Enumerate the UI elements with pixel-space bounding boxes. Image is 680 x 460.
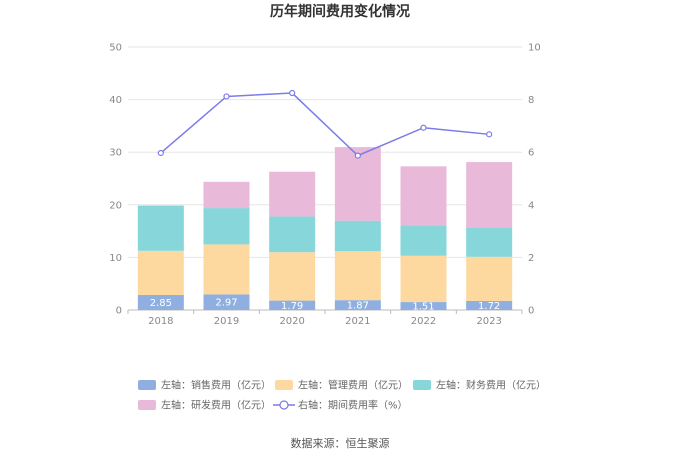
bar-segment-2 [466, 227, 513, 257]
legend-swatch [413, 380, 431, 390]
bar-segment-0 [269, 300, 316, 310]
right-tick-label: 8 [528, 95, 534, 106]
bar-segment-0 [466, 300, 513, 310]
legend-swatch [275, 380, 293, 390]
legend-label: 左轴：管理费用（亿元） [298, 379, 408, 392]
bar-segment-3 [269, 171, 316, 217]
line-series [157, 89, 493, 159]
bar-segment-3 [203, 181, 250, 209]
bar-segment-0 [203, 294, 250, 310]
right-tick-label: 6 [528, 148, 534, 159]
x-tick-label: 2020 [279, 316, 304, 327]
chart-title: 历年期间费用变化情况 [270, 3, 410, 20]
bar-segment-1 [334, 251, 381, 301]
left-tick-label: 10 [109, 253, 122, 264]
rate-point [420, 124, 427, 131]
legend-label: 右轴：期间费用率（%） [298, 399, 408, 412]
legend-label: 左轴：销售费用（亿元） [161, 379, 271, 392]
bar-segment-1 [400, 255, 447, 303]
bar-segment-3 [466, 162, 513, 228]
bar-data-label: 2.97 [215, 298, 237, 309]
legend-item[interactable]: 左轴：研发费用（亿元） [138, 399, 271, 412]
legend-item[interactable]: 左轴：销售费用（亿元） [138, 379, 271, 392]
rate-point [157, 149, 164, 157]
left-tick-label: 0 [116, 306, 122, 317]
legend-label: 左轴：财务费用（亿元） [436, 379, 546, 392]
legend: 左轴：销售费用（亿元） 左轴：管理费用（亿元） 左轴：财务费用（亿元） 左轴：研发费用… [138, 379, 546, 412]
legend-swatch [138, 400, 156, 410]
bar-data-label: 1.79 [281, 301, 303, 312]
rate-point [354, 152, 361, 159]
bar-segment-0 [400, 302, 447, 310]
rate-line [160, 92, 490, 157]
axes: 0 10 20 30 40 50 0 2 4 6 8 10 2018 2019 2020 2021 2022 20… [109, 43, 540, 328]
bar-data-label: 1.51 [412, 302, 434, 313]
bar-data-label: 2.85 [150, 298, 172, 309]
rate-point [289, 89, 296, 97]
source-note: 数据来源：恒生聚源 [291, 436, 390, 450]
bar-segment-2 [400, 225, 447, 256]
right-tick-label: 10 [528, 43, 541, 54]
legend-label: 左轴：研发费用（亿元） [161, 399, 271, 412]
x-tick-label: 2022 [411, 316, 436, 327]
left-tick-label: 30 [109, 148, 122, 159]
legend-item[interactable]: 左轴：管理费用（亿元） [275, 379, 408, 392]
legend-marker [279, 400, 289, 410]
bar-segment-3 [400, 166, 447, 226]
right-tick-label: 4 [528, 200, 534, 211]
bar-segment-1 [137, 250, 184, 296]
x-tick-label: 2023 [476, 316, 501, 327]
bar-segment-0 [137, 295, 184, 310]
rate-point [223, 93, 230, 100]
legend-item[interactable]: 左轴：财务费用（亿元） [413, 379, 546, 392]
bar-segment-1 [269, 252, 316, 301]
bar-segment-1 [466, 256, 513, 301]
rate-point [486, 131, 493, 138]
bar-segment-1 [203, 244, 250, 295]
left-tick-label: 20 [109, 200, 122, 211]
bar-segment-0 [334, 300, 381, 310]
bar-data-label: 1.72 [478, 301, 500, 312]
x-tick-label: 2019 [214, 316, 239, 327]
bar-segment-2 [334, 220, 381, 252]
x-tick-label: 2018 [148, 316, 173, 327]
right-tick-label: 2 [528, 253, 534, 264]
legend-swatch [138, 380, 156, 390]
bar-segment-3 [334, 147, 381, 221]
left-tick-label: 50 [109, 43, 122, 54]
x-tick-label: 2021 [345, 316, 370, 327]
bar-segment-2 [269, 216, 316, 253]
bar-segment-2 [137, 205, 184, 251]
bar-data-label: 1.87 [347, 301, 369, 312]
bars: 2.85 2.97 1.79 1.87 1.51 1.72 [137, 147, 513, 313]
legend-item[interactable]: 右轴：期间费用率（%） [273, 399, 408, 412]
bar-segment-2 [203, 208, 250, 245]
right-tick-label: 0 [528, 306, 534, 317]
left-tick-label: 40 [109, 95, 122, 106]
grid [128, 46, 522, 258]
